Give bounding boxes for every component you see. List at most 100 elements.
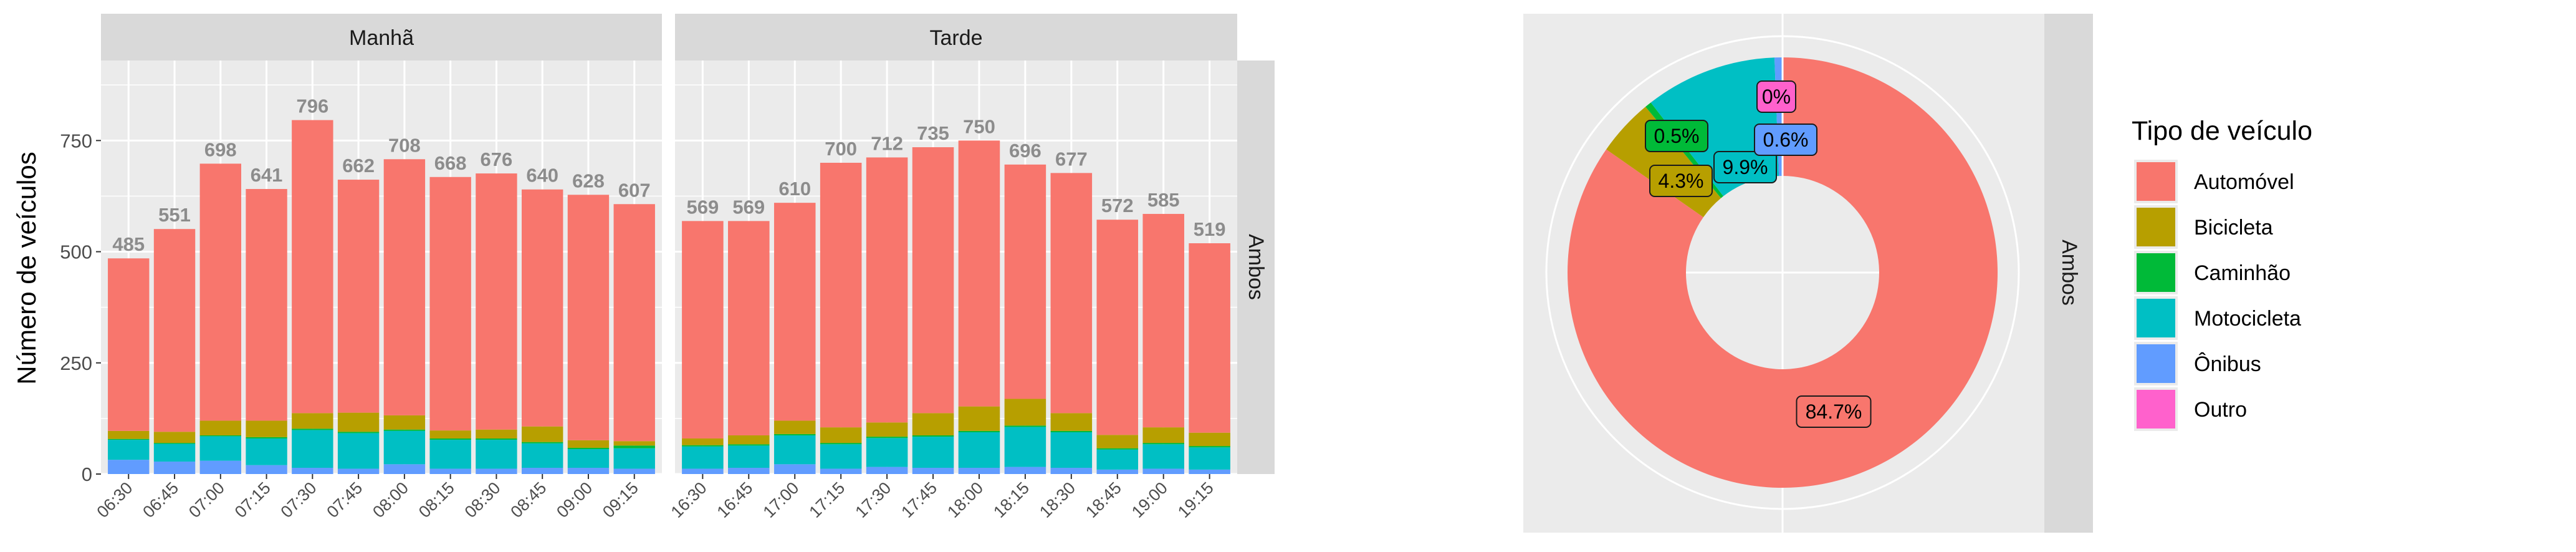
bar-segment-ônibus xyxy=(429,468,471,474)
bar-segment-ônibus xyxy=(1096,469,1139,474)
bar-segment-automóvel xyxy=(476,173,517,430)
row-strip xyxy=(2044,14,2093,533)
bar-segment-ônibus xyxy=(522,468,563,474)
bar-total-label: 585 xyxy=(1147,189,1180,211)
y-axis-title: Número de veículos xyxy=(12,152,41,385)
slice-label-box xyxy=(1649,165,1713,197)
bar-segment-motocicleta xyxy=(613,448,655,469)
bar-segment-automóvel xyxy=(153,229,196,432)
bar-total-label: 735 xyxy=(917,122,949,144)
bar-total-label: 708 xyxy=(388,134,421,156)
bar-segment-caminhão xyxy=(820,443,862,445)
bar-segment-bicicleta xyxy=(108,430,150,439)
bar-segment-automóvel xyxy=(429,177,471,431)
bar-total-label: 750 xyxy=(963,115,995,137)
slice-label-box xyxy=(1713,151,1777,183)
bar-segment-bicicleta xyxy=(292,413,333,429)
bar-total-label: 628 xyxy=(572,170,605,191)
bar-total-label: 662 xyxy=(342,155,375,177)
bar-segment-automóvel xyxy=(522,189,563,427)
bar-segment-caminhão xyxy=(1004,425,1046,427)
bar-segment-automóvel xyxy=(1004,164,1046,399)
bar-segment-motocicleta xyxy=(682,446,724,469)
bar-segment-bicicleta xyxy=(613,441,655,446)
bar-segment-motocicleta xyxy=(337,433,380,469)
legend-key-bicicleta xyxy=(2137,208,2175,246)
bar-segment-caminhão xyxy=(383,429,426,431)
row-strip-label: Ambos xyxy=(2057,240,2081,306)
facet-panel-manha: Manhã48506:3055106:4569807:0064107:15796… xyxy=(93,14,662,521)
legend-key-outro xyxy=(2137,390,2175,429)
bar-segment-motocicleta xyxy=(153,443,196,462)
legend: Tipo de veículo Automóvel Bicicleta Caminhã… xyxy=(2132,116,2312,431)
bar-segment-bicicleta xyxy=(337,412,380,432)
bar-total-label: 607 xyxy=(618,179,651,201)
bar-segment-ônibus xyxy=(820,468,862,474)
y-tick-label: 500 xyxy=(60,241,92,263)
bar-segment-caminhão xyxy=(292,429,333,430)
bar-segment-bicicleta xyxy=(1142,427,1184,443)
legend-key-automóvel xyxy=(2137,162,2175,201)
bar-segment-automóvel xyxy=(199,163,241,421)
bar-total-label: 641 xyxy=(251,164,283,186)
facet-strip-label: Tarde xyxy=(929,26,982,50)
bar-segment-motocicleta xyxy=(958,432,1000,468)
bar-segment-motocicleta xyxy=(429,440,471,469)
slice-label: 0.6% xyxy=(1763,128,1809,151)
bar-segment-bicicleta xyxy=(912,413,954,435)
bar-segment-ônibus xyxy=(613,468,655,474)
bar-total-label: 551 xyxy=(158,204,191,226)
bar-segment-bicicleta xyxy=(958,406,1000,431)
bar-segment-motocicleta xyxy=(1096,449,1139,470)
bar-segment-automóvel xyxy=(383,159,426,415)
bar-segment-bicicleta xyxy=(383,415,426,430)
bar-segment-motocicleta xyxy=(199,436,241,461)
bar-segment-bicicleta xyxy=(1189,432,1230,447)
bar-segment-bicicleta xyxy=(476,429,517,438)
slice-label: 4.3% xyxy=(1659,170,1704,192)
bar-segment-automóvel xyxy=(866,157,908,423)
bar-segment-automóvel xyxy=(958,140,1000,407)
bar-total-label: 610 xyxy=(778,178,811,200)
bar-segment-caminhão xyxy=(958,430,1000,432)
bar-segment-ônibus xyxy=(108,460,150,474)
bar-segment-caminhão xyxy=(613,445,655,448)
bar-segment-ônibus xyxy=(728,468,770,474)
legend-label: Ônibus xyxy=(2194,352,2261,376)
bar-segment-automóvel xyxy=(108,258,150,431)
bar-segment-motocicleta xyxy=(522,443,563,468)
bar-segment-motocicleta xyxy=(1004,427,1046,467)
bar-segment-motocicleta xyxy=(1142,444,1184,469)
bar-segment-ônibus xyxy=(1142,468,1184,474)
bar-segment-caminhão xyxy=(912,435,954,437)
bar-segment-bicicleta xyxy=(773,420,816,434)
bar-segment-ônibus xyxy=(337,468,380,474)
y-tick-label: 250 xyxy=(60,352,92,374)
facet-panel-tarde: Tarde56916:3056916:4561017:0070017:15712… xyxy=(668,14,1237,521)
slice-label: 9.9% xyxy=(1723,156,1768,178)
bar-total-label: 796 xyxy=(296,95,328,117)
bar-segment-automóvel xyxy=(820,162,862,428)
bar-segment-caminhão xyxy=(567,447,610,450)
bar-segment-bicicleta xyxy=(567,440,610,448)
slice-label-box xyxy=(1754,123,1817,156)
bar-segment-motocicleta xyxy=(476,440,517,469)
bar-total-label: 700 xyxy=(825,138,857,160)
bar-segment-ônibus xyxy=(383,464,426,474)
bar-segment-ônibus xyxy=(199,460,241,474)
bar-total-label: 569 xyxy=(732,196,765,218)
bar-total-label: 572 xyxy=(1101,195,1134,216)
facet-strip-label: Manhã xyxy=(349,26,414,50)
bar-segment-ônibus xyxy=(1189,469,1230,474)
slice-label-box xyxy=(1645,120,1708,152)
bar-segment-bicicleta xyxy=(429,430,471,438)
donut-chart: 84.7% 4.3% 0.5% 9.9% 0.6% 0% Ambos xyxy=(1523,14,2093,533)
legend-key-motocicleta xyxy=(2137,299,2175,337)
bar-segment-motocicleta xyxy=(246,438,287,465)
bar-segment-motocicleta xyxy=(292,430,333,468)
bar-segment-motocicleta xyxy=(773,435,816,465)
bar-segment-ônibus xyxy=(866,467,908,474)
bar-total-label: 569 xyxy=(686,196,719,218)
bar-segment-motocicleta xyxy=(866,438,908,467)
bar-segment-ônibus xyxy=(153,462,196,474)
